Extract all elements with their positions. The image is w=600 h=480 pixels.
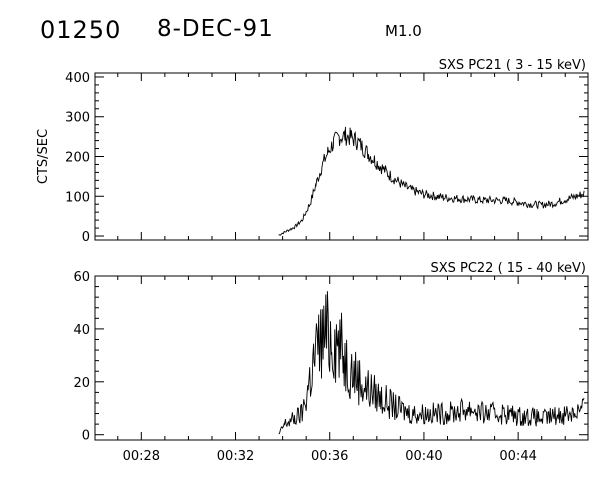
lightcurve-series — [278, 126, 585, 236]
y-tick-label: 200 — [65, 151, 90, 166]
y-tick-label: 300 — [65, 111, 90, 126]
x-tick-label: 00:32 — [217, 449, 254, 464]
y-tick-label: 0 — [82, 230, 90, 245]
event-date: 8-DEC-91 — [157, 16, 274, 42]
flare-class: M1.0 — [385, 22, 422, 40]
panel-title: SXS PC21 ( 3 - 15 keV) — [439, 58, 586, 73]
y-axis-label: CTS/SEC — [36, 129, 51, 184]
panel-title: SXS PC22 ( 15 - 40 keV) — [430, 261, 586, 276]
y-tick-label: 400 — [65, 71, 90, 86]
plot-panel-2: 0 20 40 60 00:28 00:32 00:36 00:40 00:44 SXS PC22… — [73, 261, 589, 464]
y-tick-label: 0 — [82, 429, 90, 444]
plot-frame — [94, 72, 589, 241]
x-tick-label: 00:36 — [311, 449, 348, 464]
event-id: 01250 — [40, 16, 122, 44]
lightcurve-series — [278, 291, 585, 435]
y-tick-label: 100 — [65, 190, 90, 205]
x-tick-label: 00:40 — [405, 449, 442, 464]
y-tick-label: 60 — [73, 270, 90, 285]
plot-panel-1: 0 100 200 300 400 SXS PC21 ( 3 - 15 keV) CTS/S… — [36, 58, 589, 245]
plot-frame — [94, 275, 589, 441]
x-tick-label: 00:44 — [499, 449, 536, 464]
y-tick-label: 40 — [73, 323, 90, 338]
x-tick-label: 00:28 — [123, 449, 160, 464]
y-tick-label: 20 — [73, 376, 90, 391]
